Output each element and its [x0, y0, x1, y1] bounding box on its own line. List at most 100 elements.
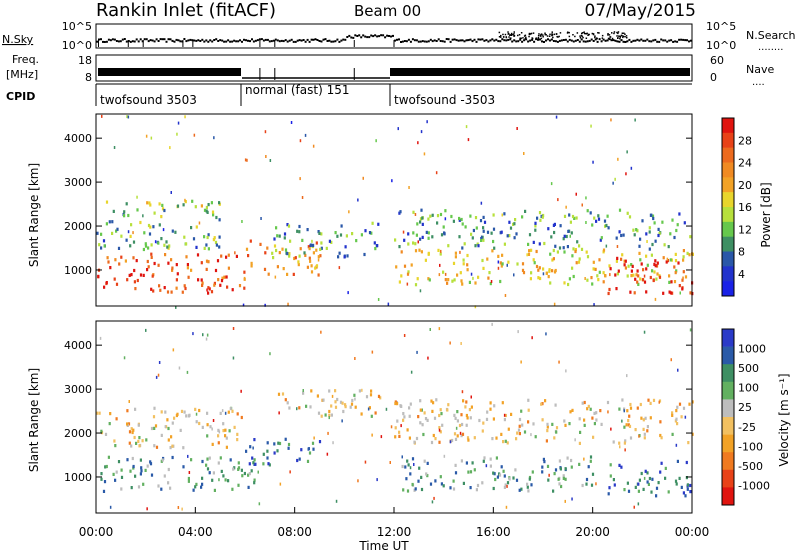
heatmap-cell: [475, 488, 478, 492]
heatmap-scatter: [684, 415, 687, 419]
heatmap-cell: [627, 489, 631, 493]
heatmap-scatter: [555, 115, 558, 119]
heatmap-cell: [170, 290, 173, 294]
heatmap-cell: [516, 262, 519, 266]
heatmap-cell: [644, 469, 647, 473]
heatmap-scatter: [128, 400, 130, 403]
heatmap-cell: [595, 418, 598, 422]
heatmap-scatter: [417, 141, 419, 145]
heatmap-cell: [167, 246, 170, 250]
heatmap-cell: [543, 460, 546, 464]
nsearch-point: [512, 34, 514, 36]
nsky-point: [674, 40, 677, 43]
heatmap-cell: [163, 474, 166, 478]
nsearch-point: [626, 37, 628, 39]
heatmap-cell: [183, 410, 186, 414]
heatmap-scatter: [625, 172, 627, 176]
heatmap-cell: [647, 482, 650, 486]
heatmap-cell: [454, 463, 457, 467]
heatmap-scatter: [610, 118, 612, 122]
heatmap-cell: [466, 416, 469, 420]
heatmap-cell: [652, 216, 655, 221]
heatmap-scatter: [406, 282, 409, 286]
heatmap-cell: [153, 444, 156, 448]
heatmap-scatter: [335, 499, 338, 503]
heatmap-cell: [442, 484, 445, 488]
nsearch-point: [598, 32, 600, 34]
heatmap-scatter: [614, 177, 616, 181]
heatmap-cell: [527, 398, 530, 402]
heatmap-cell: [253, 458, 256, 462]
heatmap-cell: [205, 209, 208, 213]
heatmap-cell: [272, 256, 275, 260]
heatmap-cell: [494, 477, 497, 482]
heatmap-cell: [419, 421, 422, 425]
heatmap-cell: [631, 264, 634, 268]
heatmap-scatter: [313, 436, 315, 440]
heatmap-cell: [276, 265, 279, 269]
heatmap-cell: [636, 406, 639, 410]
heatmap-cell: [206, 423, 209, 427]
nsky-point: [570, 39, 573, 42]
heatmap-cell: [345, 234, 348, 238]
nsky-point: [322, 38, 325, 41]
heatmap-cell: [645, 267, 648, 271]
heatmap-cell: [591, 472, 595, 476]
heatmap-scatter: [218, 478, 220, 482]
nsky-point: [547, 38, 549, 41]
heatmap-cell: [266, 246, 269, 250]
heatmap-cell: [134, 407, 137, 411]
heatmap-cell: [165, 240, 168, 244]
heatmap-cell: [312, 251, 315, 255]
heatmap-cell: [504, 483, 507, 487]
freq-label-2: [MHz]: [6, 68, 38, 81]
heatmap-scatter: [550, 182, 553, 186]
station-title: Rankin Inlet (fitACF): [96, 0, 276, 21]
heatmap-cell: [591, 416, 594, 420]
heatmap-cell: [403, 415, 406, 419]
heatmap-cell: [206, 411, 209, 415]
heatmap-cell: [420, 475, 423, 479]
nsearch-point: [581, 35, 583, 37]
colorbar-tick-label: 16: [738, 201, 752, 214]
nsky-point: [495, 38, 498, 41]
heatmap-cell: [142, 247, 145, 252]
nsky-point: [274, 38, 277, 41]
heatmap-cell: [559, 467, 562, 471]
heatmap-cell: [456, 410, 459, 414]
nsearch-point: [608, 34, 611, 36]
heatmap-scatter: [296, 407, 298, 411]
nsearch-point: [607, 37, 610, 40]
heatmap-cell: [686, 251, 689, 255]
nsearch-point: [616, 31, 618, 34]
heatmap-cell: [276, 234, 279, 238]
heatmap-scatter: [590, 124, 592, 128]
heatmap-cell: [503, 242, 506, 246]
heatmap-cell: [190, 458, 193, 462]
heatmap-cell: [568, 422, 571, 426]
heatmap-cell: [266, 456, 269, 460]
heatmap-cell: [637, 282, 640, 286]
nsearch-tick-bottom: 10^0: [706, 39, 736, 52]
heatmap-scatter: [542, 272, 545, 276]
heatmap-cell: [621, 398, 624, 402]
colorbar-tick-label: 28: [738, 134, 752, 147]
heatmap-cell: [541, 418, 544, 422]
heatmap-cell: [213, 488, 216, 492]
heatmap-cell: [489, 464, 492, 468]
heatmap-cell: [408, 406, 411, 410]
heatmap-cell: [442, 270, 445, 274]
nsky-point: [610, 39, 613, 42]
heatmap-cell: [160, 237, 163, 241]
heatmap-cell: [124, 259, 127, 263]
heatmap-cell: [123, 210, 126, 214]
heatmap-cell: [460, 413, 463, 417]
heatmap-cell: [129, 234, 132, 238]
nsearch-dots: ........: [758, 42, 783, 53]
heatmap-cell: [281, 392, 285, 396]
heatmap-cell: [454, 255, 457, 259]
heatmap-cell: [586, 407, 589, 411]
heatmap-scatter: [375, 139, 377, 143]
nsky-point: [471, 40, 474, 43]
heatmap-scatter: [354, 357, 356, 360]
